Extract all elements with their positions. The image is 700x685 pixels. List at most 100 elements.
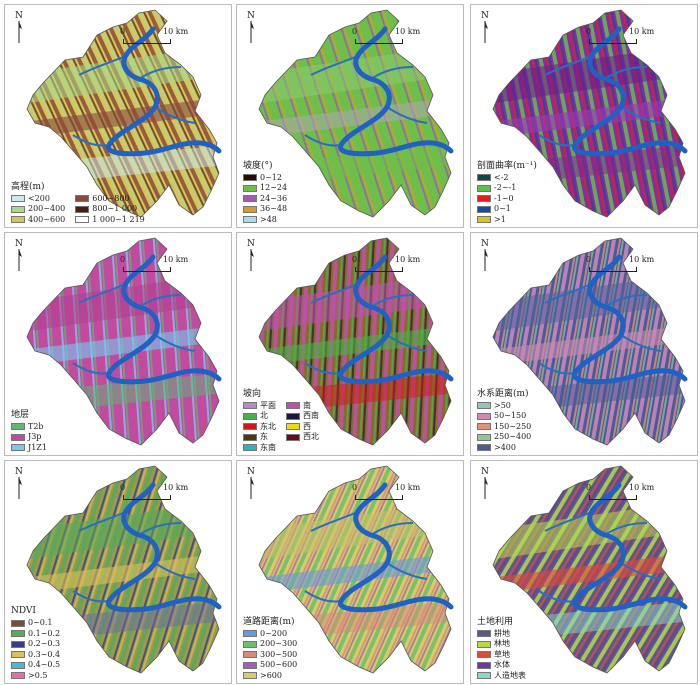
legend-swatch <box>243 672 257 680</box>
map-panel-landuse: N 0 10 km 土地利用 耕地 林地 草地 水体 人造地表 <box>470 460 698 684</box>
legend-item: 800~1 000 <box>75 204 145 215</box>
legend-swatch <box>477 205 491 213</box>
legend-label: 0~0.1 <box>28 618 53 628</box>
north-arrow-icon: N <box>13 11 29 45</box>
legend-label: T2b <box>28 421 44 431</box>
legend-item: 0~12 <box>243 173 287 184</box>
legend-label: 200~300 <box>260 639 298 649</box>
legend-swatch <box>477 630 491 638</box>
legend-title: 坡向 <box>243 388 262 399</box>
legend-item: 水体 <box>477 660 526 671</box>
legend-swatch <box>243 216 257 224</box>
legend-label: <-2 <box>494 172 509 182</box>
legend-title: 土地利用 <box>477 616 514 627</box>
legend-label: 24~36 <box>260 193 288 203</box>
scale-bar: 0 10 km <box>120 483 203 505</box>
legend-swatch <box>286 402 300 410</box>
legend-swatch <box>243 205 257 213</box>
scale-bar-line <box>123 39 171 44</box>
scale-end: 10 km <box>395 255 421 264</box>
legend-swatch <box>477 444 491 452</box>
scale-bar: 0 10 km <box>586 27 669 49</box>
legend-swatch <box>11 444 25 452</box>
legend-item: 200~400 <box>11 204 65 215</box>
scale-start: 0 <box>352 255 358 264</box>
north-arrow-icon: N <box>479 239 495 273</box>
legend-swatch <box>243 640 257 648</box>
legend-title: 剖面曲率(m⁻¹) <box>477 160 537 171</box>
legend-label: 800~1 000 <box>92 204 138 214</box>
scale-end: 10 km <box>163 255 189 264</box>
legend-swatch <box>477 672 491 680</box>
north-arrow-icon: N <box>479 11 495 45</box>
legend-label: >48 <box>260 214 277 224</box>
legend-label: 50~150 <box>494 411 527 421</box>
legend-label: 西北 <box>303 432 319 442</box>
legend-label: >0.5 <box>28 670 48 680</box>
legend-swatch <box>11 672 25 680</box>
legend-label: 300~500 <box>260 649 298 659</box>
legend-stratum: 地层 T2b J3p J1Z1 <box>11 410 47 454</box>
legend-item: 1 000~1 219 <box>75 215 145 226</box>
legend-slope: 坡度(°) 0~12 12~24 24~36 36~48 >48 <box>243 161 287 226</box>
legend-item: 36~48 <box>243 204 287 215</box>
legend-item: 200~300 <box>243 639 297 650</box>
scale-end: 10 km <box>629 27 655 36</box>
legend-label: 0~1 <box>494 204 511 214</box>
legend-item: 平面 <box>243 401 276 412</box>
legend-item: 0~200 <box>243 629 297 640</box>
scale-bar: 0 10 km <box>352 483 435 505</box>
legend-label: <200 <box>28 193 50 203</box>
scale-bar-line <box>589 39 637 44</box>
legend-label: 林地 <box>494 639 510 649</box>
legend-swatch <box>477 174 491 182</box>
north-label: N <box>247 239 255 249</box>
north-label: N <box>15 239 23 249</box>
legend-label: 北 <box>260 411 268 421</box>
legend-label: >50 <box>494 400 511 410</box>
legend-item: 人造地表 <box>477 671 526 682</box>
legend-item: J1Z1 <box>11 443 47 454</box>
legend-swatch <box>11 619 25 627</box>
legend-swatch <box>75 216 90 224</box>
legend-item: 东北 <box>243 422 276 433</box>
legend-item: 600~800 <box>75 194 145 205</box>
legend-label: 南 <box>303 400 311 410</box>
map-panel-river: N 0 10 km 水系距离(m) >50 50~150 150~250 250~400 >40… <box>470 232 698 456</box>
legend-label: J3p <box>28 432 42 442</box>
map-slope <box>258 9 454 218</box>
legend-swatch <box>243 444 257 452</box>
legend-swatch <box>11 433 25 441</box>
legend-item: 500~600 <box>243 660 297 671</box>
north-label: N <box>481 11 489 21</box>
legend-title: NDVI <box>11 606 36 616</box>
scale-bar: 0 10 km <box>586 255 669 277</box>
map-panel-slope: N 0 10 km 坡度(°) 0~12 12~24 24~36 36~48 >48 <box>236 4 464 228</box>
legend-swatch <box>477 412 491 420</box>
legend-item: 东南 <box>243 443 276 454</box>
scale-end: 10 km <box>395 483 421 492</box>
legend-ndvi: NDVI 0~0.1 0.1~0.2 0.2~0.3 0.3~0.4 0.4~0.5 >0.… <box>11 606 60 681</box>
north-label: N <box>481 239 489 249</box>
north-label: N <box>15 11 23 21</box>
scale-bar-line <box>123 495 171 500</box>
legend-label: -2~-1 <box>494 183 517 193</box>
legend-label: 500~600 <box>260 660 298 670</box>
north-arrow-icon: N <box>13 467 29 501</box>
legend-label: >600 <box>260 670 282 680</box>
legend-item: >0.5 <box>11 671 60 682</box>
legend-title: 坡度(°) <box>243 160 273 171</box>
scale-bar-line <box>355 267 403 272</box>
legend-label: 0.2~0.3 <box>28 639 61 649</box>
scale-bar: 0 10 km <box>120 255 203 277</box>
legend-swatch <box>11 423 25 431</box>
scale-bar: 0 10 km <box>352 27 435 49</box>
legend-item: 150~250 <box>477 422 531 433</box>
legend-item: >48 <box>243 215 287 226</box>
legend-label: 水体 <box>494 660 510 670</box>
scale-end: 10 km <box>163 483 189 492</box>
map-stratum <box>26 237 222 446</box>
map-river <box>492 237 688 446</box>
legend-swatch <box>477 423 491 431</box>
legend-item: 0.4~0.5 <box>11 660 60 671</box>
